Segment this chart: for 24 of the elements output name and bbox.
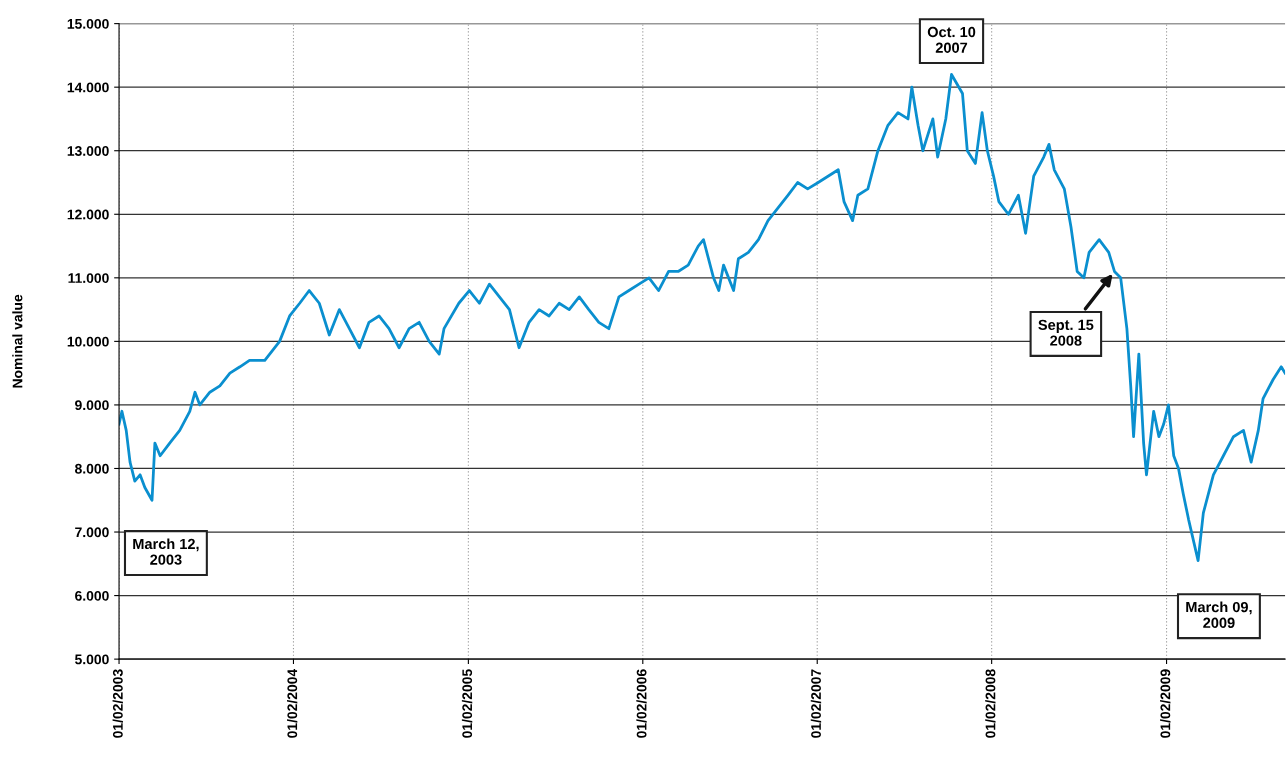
x-tick-label: 01/02/2007 (810, 669, 822, 738)
y-axis-title: Nominal value (12, 294, 23, 388)
x-tick-label: 01/02/2004 (287, 668, 298, 738)
y-tick-label: 13.000 (67, 146, 109, 156)
annotation: March 09, 2009 (1186, 601, 1252, 628)
x-tick-label: 01/02/2008 (985, 669, 996, 738)
y-tick-label: 9.000 (75, 400, 109, 411)
x-tick-label: 01/02/2005 (461, 669, 473, 738)
line-series (119, 73, 1286, 563)
y-tick-label: 15.000 (67, 18, 109, 29)
y-tick-label: 8.000 (75, 463, 109, 474)
x-tick-label: 01/02/2009 (1160, 669, 1171, 738)
x-tick-label: 01/02/2006 (636, 669, 647, 738)
y-tick-label: 14.000 (67, 82, 109, 93)
annotation: March 12, 2003 (133, 538, 199, 565)
x-tick-label: 01/02/2003 (112, 669, 123, 738)
y-tick-label: 6.000 (75, 590, 109, 601)
annotation: Sept. 15 2008 (1038, 319, 1094, 346)
y-tick-label: 7.000 (75, 527, 109, 538)
y-tick-label: 11.000 (68, 273, 109, 283)
y-tick-label: 12.000 (67, 209, 109, 220)
annotation: Oct. 10 2007 (927, 26, 976, 53)
y-tick-label: 10.000 (67, 336, 109, 347)
y-tick-label: 5.000 (75, 654, 109, 665)
